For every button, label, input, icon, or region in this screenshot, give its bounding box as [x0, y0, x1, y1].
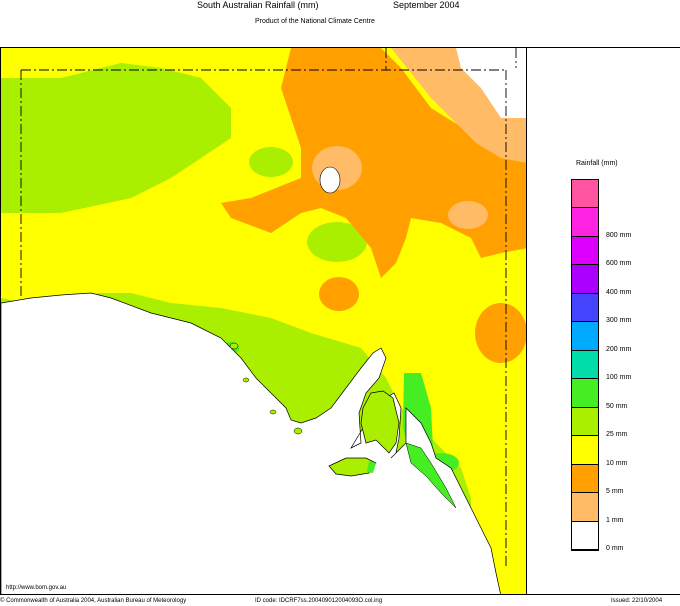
rainfall-map-svg: [1, 48, 526, 594]
rain-patch-1-5mm-2: [448, 201, 488, 229]
legend-label: 10 mm: [606, 459, 628, 467]
legend-label: 5 mm: [606, 488, 624, 496]
legend-swatch: [572, 521, 598, 550]
rainfall-map: [0, 47, 527, 595]
state-borders: [20, 48, 517, 568]
map-title: South Australian Rainfall (mm): [197, 0, 319, 10]
legend-label: 50 mm: [606, 402, 628, 410]
issued-date-text: Issued: 22/10/2004: [611, 598, 663, 604]
copyright-text: © Commonwealth of Australia 2004, Austra…: [0, 598, 187, 604]
source-url[interactable]: http://www.bom.gov.au: [6, 585, 67, 591]
legend-swatch: [572, 236, 598, 266]
legend-swatch: [572, 350, 598, 380]
legend-label: 100 mm: [606, 374, 632, 382]
legend-swatch: [572, 493, 598, 522]
legend-swatch: [572, 265, 598, 294]
rain-patch-5-10mm-3: [475, 303, 526, 363]
legend-color-scale: [571, 179, 599, 551]
legend-swatch: [572, 379, 598, 408]
legend-swatch: [572, 436, 598, 465]
legend-label: 1 mm: [606, 516, 624, 524]
legend-swatch: [572, 322, 598, 351]
legend-panel: Rainfall (mm) 800 mm 600 mm 400 mm 300 mm 20…: [527, 47, 680, 595]
island-4: [242, 377, 250, 383]
rain-patch-0-1mm: [319, 166, 341, 194]
island-3: [293, 427, 303, 435]
fleurieu-coast: [405, 442, 457, 509]
footer: © Commonwealth of Australia 2004, Austra…: [0, 595, 680, 606]
yorke-peninsula: [360, 390, 400, 454]
map-period: September 2004: [393, 0, 460, 10]
map-subtitle: Product of the National Climate Centre: [255, 18, 375, 25]
rain-patch-25-50mm-1: [249, 147, 293, 177]
island-1: [229, 342, 239, 350]
legend-label: 25 mm: [606, 431, 628, 439]
legend-swatch: [572, 407, 598, 437]
map-header: South Australian Rainfall (mm) September…: [0, 0, 680, 46]
legend-swatch: [572, 208, 598, 237]
legend-title: Rainfall (mm): [576, 160, 618, 167]
legend-label: 600 mm: [606, 260, 632, 268]
legend-swatch: [572, 464, 598, 494]
ocean: [1, 292, 501, 594]
kangaroo-island-east: [367, 461, 376, 473]
legend-label: 300 mm: [606, 317, 632, 325]
legend-label: 800 mm: [606, 231, 632, 239]
legend-label: 200 mm: [606, 345, 632, 353]
legend-swatch: [572, 293, 598, 323]
rain-patch-25-50mm-2: [307, 222, 367, 262]
rain-patch-5-10mm-2: [417, 162, 451, 192]
rain-patch-5-10mm-1: [319, 277, 359, 311]
id-code-text: ID code: IDCRF7ss.200409012004093O.col.i…: [255, 598, 383, 604]
legend-label: 400 mm: [606, 288, 632, 296]
rain-zone-0-1mm: [456, 48, 526, 118]
legend-swatch: [572, 180, 598, 209]
legend-label: 0 mm: [606, 545, 624, 552]
island-2: [269, 409, 277, 415]
